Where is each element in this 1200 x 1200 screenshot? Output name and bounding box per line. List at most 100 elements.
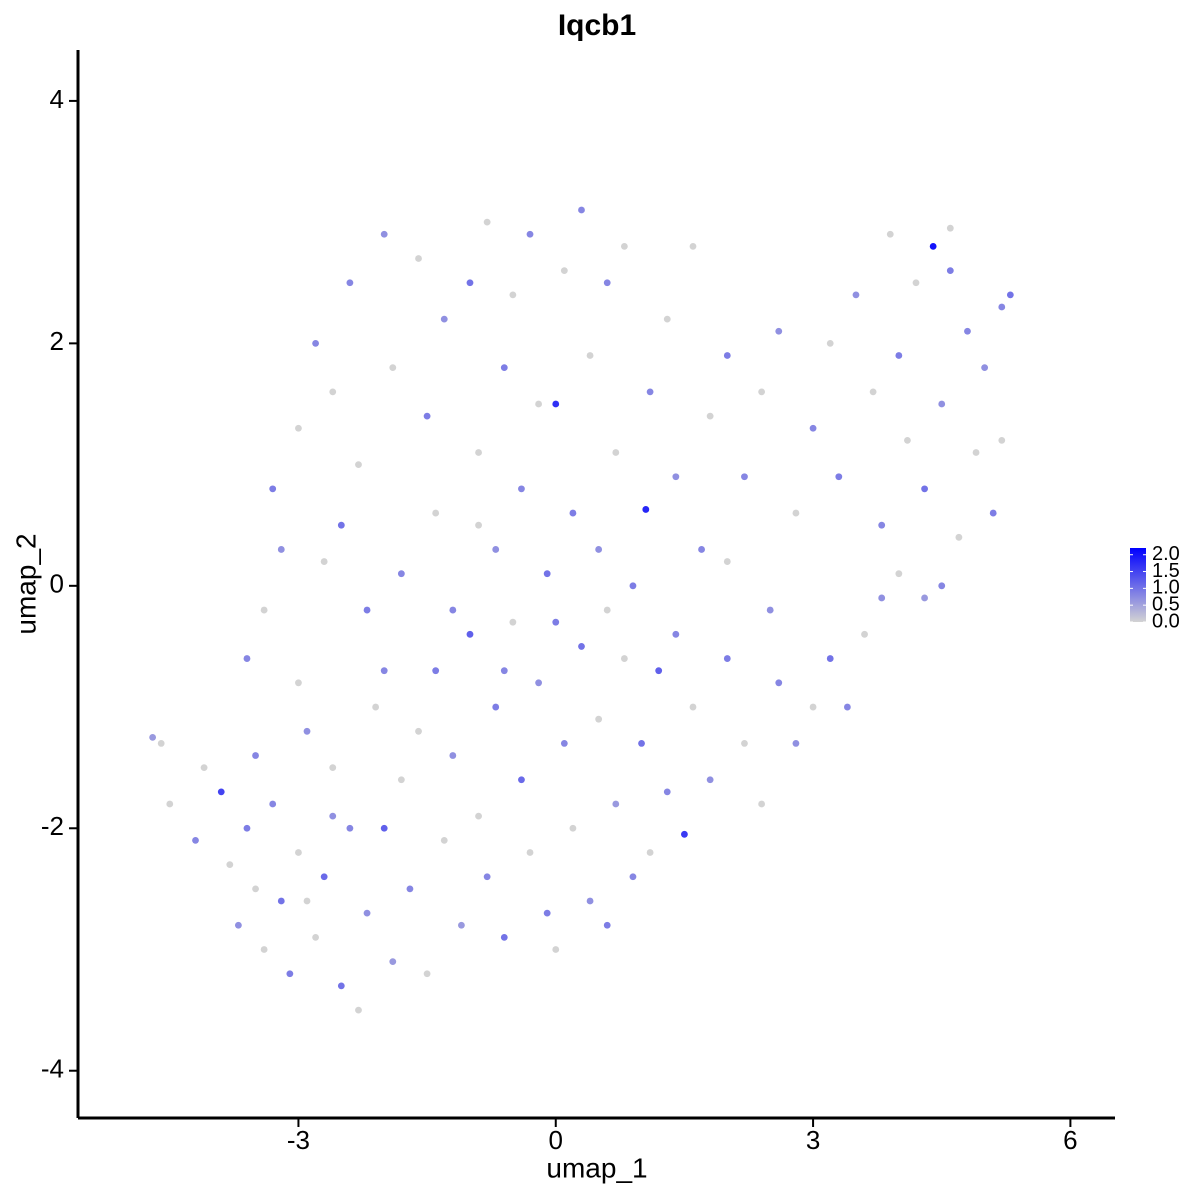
point (492, 703, 500, 711)
point (766, 606, 774, 614)
point (681, 830, 688, 838)
colorbar-label: 1.5 (1152, 560, 1180, 582)
point (595, 546, 603, 553)
point (552, 946, 560, 953)
point (878, 594, 886, 602)
point (663, 315, 671, 323)
point (655, 667, 663, 675)
point (569, 509, 577, 517)
point (921, 594, 928, 602)
point (552, 618, 560, 626)
point (483, 218, 491, 226)
point (346, 824, 354, 832)
point (329, 388, 337, 396)
point (363, 909, 371, 917)
point (372, 703, 380, 711)
point (526, 230, 534, 238)
point (543, 909, 551, 917)
point (166, 800, 174, 808)
point (303, 897, 311, 905)
point (792, 740, 800, 747)
point (269, 485, 277, 493)
point (252, 885, 259, 893)
point (389, 364, 397, 372)
point (809, 424, 817, 432)
point (535, 679, 543, 687)
point (475, 521, 482, 529)
point (389, 958, 397, 966)
point (775, 679, 783, 687)
point (835, 473, 843, 481)
point (560, 740, 568, 747)
y-tick-label: -2 (41, 811, 64, 841)
point (921, 485, 928, 493)
y-tick-label: -4 (41, 1054, 64, 1084)
point (578, 643, 585, 650)
point (475, 812, 482, 820)
point (466, 279, 474, 287)
point (415, 727, 422, 735)
point (895, 352, 903, 359)
point (346, 279, 354, 287)
point (912, 279, 920, 287)
point (642, 506, 650, 513)
point (775, 327, 783, 335)
point (406, 885, 414, 893)
point (543, 570, 551, 578)
point (946, 224, 954, 232)
point (646, 388, 654, 396)
point (518, 485, 525, 493)
point (826, 655, 834, 662)
point (380, 667, 388, 675)
point (234, 921, 242, 929)
point (758, 800, 766, 808)
point (861, 630, 868, 638)
point (535, 400, 543, 408)
x-tick-label: 3 (806, 1125, 820, 1155)
point (500, 364, 508, 372)
point (423, 970, 431, 978)
point (741, 473, 748, 481)
point (698, 546, 705, 553)
point (269, 800, 277, 808)
x-tick-label: -3 (287, 1125, 310, 1155)
x-axis-label: umap_1 (546, 1152, 647, 1183)
point (741, 740, 748, 747)
point (449, 606, 457, 614)
point (226, 861, 234, 869)
point (586, 352, 594, 359)
point (380, 824, 388, 832)
point (723, 558, 731, 565)
point (397, 570, 405, 578)
point (518, 776, 525, 784)
point (363, 606, 371, 614)
point (483, 873, 491, 881)
point (286, 970, 294, 978)
point (320, 558, 328, 565)
point (260, 946, 268, 953)
point (440, 315, 448, 323)
point (663, 788, 671, 796)
point (595, 715, 603, 723)
point (998, 436, 1006, 444)
point (157, 740, 165, 747)
point (295, 424, 302, 432)
point (852, 291, 860, 299)
point (723, 655, 731, 662)
point (355, 1006, 362, 1014)
point (612, 800, 620, 808)
point (603, 279, 611, 287)
point (629, 582, 637, 590)
colorbar-label: 2.0 (1152, 543, 1180, 565)
point (200, 764, 208, 772)
point (277, 546, 285, 553)
y-tick-label: 4 (50, 84, 64, 114)
point (646, 849, 654, 856)
point (620, 655, 628, 662)
point (843, 703, 851, 711)
point (423, 412, 431, 420)
point (638, 740, 645, 747)
point (295, 679, 302, 687)
point (629, 873, 637, 881)
point (938, 400, 946, 408)
